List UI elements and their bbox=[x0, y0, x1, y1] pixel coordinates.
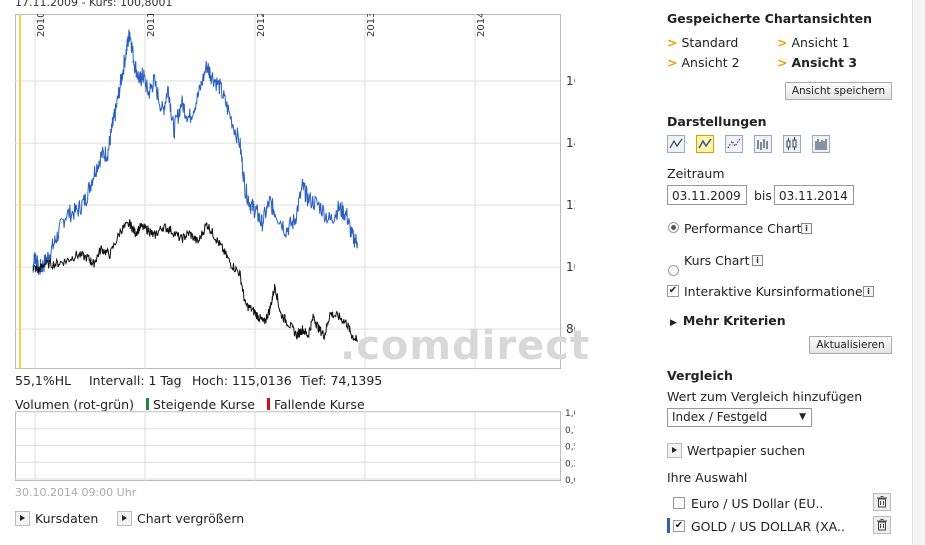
volume-title: Volumen (rot-grün) bbox=[15, 397, 134, 412]
x-tick-label: 2011 bbox=[146, 14, 157, 37]
kursdaten-button[interactable]: Kursdaten bbox=[15, 510, 98, 526]
view-label: Ansicht 2 bbox=[681, 55, 740, 70]
y-tick-label: 120 % bbox=[566, 198, 575, 212]
volume-tick-label: 0,250 bbox=[565, 459, 575, 469]
zeitraum-label: Zeitraum bbox=[667, 166, 725, 181]
view-standard[interactable]: > Standard bbox=[667, 35, 738, 50]
mehr-kriterien-toggle[interactable]: ▶ Mehr Kriterien bbox=[670, 313, 786, 328]
interactive-label: Interaktive Kursinformationen bbox=[684, 284, 871, 299]
chart-vergroessern-button[interactable]: Chart vergrößern bbox=[117, 510, 244, 526]
chevron-right-icon: > bbox=[777, 35, 788, 50]
high-stat: Hoch: 115,0136 bbox=[192, 373, 292, 388]
mountain-bars-icon[interactable] bbox=[812, 135, 830, 153]
chevron-right-icon: > bbox=[667, 35, 678, 50]
caret-down-icon: ▼ bbox=[799, 412, 806, 422]
candlestick-chart-icon[interactable] bbox=[783, 135, 801, 153]
triangle-right-icon: ▶ bbox=[670, 318, 677, 328]
bis-label: bis bbox=[754, 188, 772, 203]
play-icon bbox=[15, 511, 30, 526]
y-tick-label: 100 % bbox=[566, 260, 575, 274]
x-tick-label: 2012 bbox=[256, 14, 267, 37]
play-icon bbox=[117, 511, 132, 526]
low-stat: Tief: 74,1395 bbox=[300, 373, 383, 388]
interactive-checkbox[interactable]: ✔ bbox=[667, 285, 679, 297]
view-label: Ansicht 1 bbox=[791, 35, 850, 50]
gold-item-label: GOLD / US DOLLAR (XA.. bbox=[691, 519, 845, 534]
line-chart-active-icon[interactable] bbox=[696, 135, 714, 153]
y-tick-label: 160 % bbox=[566, 74, 575, 88]
hl-stat: 55,1%HL bbox=[15, 373, 72, 388]
rising-label: Steigende Kurse bbox=[152, 397, 255, 412]
update-button[interactable]: Aktualisieren bbox=[809, 336, 892, 354]
comdirect-watermark: .comdirect bbox=[340, 323, 591, 369]
play-icon bbox=[667, 443, 682, 458]
volume-canvas: 1,000 0,750 0,500 0,250 0,000 bbox=[15, 409, 591, 486]
view-label: Ansicht 3 bbox=[791, 55, 858, 70]
save-view-button[interactable]: Ansicht speichern bbox=[785, 82, 892, 100]
volume-tick-label: 0,500 bbox=[565, 443, 575, 453]
view-ansicht-3[interactable]: > Ansicht 3 bbox=[777, 55, 857, 70]
saved-views-title: Gespeicherte Chartansichten bbox=[667, 11, 873, 26]
volume-chart: 1,000 0,750 0,500 0,250 0,000 bbox=[15, 409, 591, 486]
dotted-line-chart-icon[interactable] bbox=[725, 135, 743, 153]
trash-icon[interactable] bbox=[873, 516, 891, 534]
performance-chart-label: Performance Chart bbox=[684, 221, 802, 236]
x-tick-label: 2013 bbox=[366, 14, 377, 37]
ohlc-chart-icon[interactable] bbox=[754, 135, 772, 153]
wertpapier-label: Wertpapier suchen bbox=[687, 443, 806, 458]
volume-tick-label: 0,000 bbox=[565, 476, 575, 484]
performance-chart-radio[interactable] bbox=[668, 222, 679, 233]
kursdaten-label: Kursdaten bbox=[35, 511, 99, 526]
info-icon[interactable]: i bbox=[752, 255, 763, 266]
y-tick-label: 80 % bbox=[566, 322, 575, 336]
vergroessern-label: Chart vergrößern bbox=[137, 511, 245, 526]
series-color-marker bbox=[667, 518, 670, 533]
date-to-input[interactable]: 03.11.2014 bbox=[774, 185, 854, 205]
cursor-info: 17.11.2009 - Kurs: 100,8001 bbox=[15, 0, 173, 9]
chevron-right-icon: > bbox=[667, 55, 678, 70]
line-chart-icon[interactable] bbox=[667, 135, 685, 153]
y-tick-label: 140 % bbox=[566, 136, 575, 150]
chevron-right-icon: > bbox=[777, 55, 788, 70]
date-from-input[interactable]: 03.11.2009 bbox=[667, 185, 747, 205]
euro-checkbox[interactable] bbox=[673, 497, 685, 509]
x-tick-label: 2010 bbox=[36, 14, 47, 37]
rising-marker bbox=[145, 398, 149, 410]
volume-tick-label: 0,750 bbox=[565, 426, 575, 436]
wertpapier-suchen-button[interactable]: Wertpapier suchen bbox=[667, 443, 805, 458]
view-label: Standard bbox=[681, 35, 739, 50]
gold-checkbox[interactable]: ✔ bbox=[673, 520, 685, 532]
chart-canvas[interactable]: 160 % 140 % 120 % 100 % 80 % 2010 2011 2012 2013… bbox=[15, 14, 575, 369]
euro-item-label: Euro / US Dollar (EU.. bbox=[691, 496, 824, 511]
compare-select[interactable]: Index / Festgeld ▼ bbox=[667, 408, 812, 427]
info-icon[interactable]: i bbox=[863, 286, 874, 297]
plot-frame bbox=[15, 14, 561, 369]
view-ansicht-1[interactable]: > Ansicht 1 bbox=[777, 35, 850, 50]
vergleich-title: Vergleich bbox=[667, 368, 733, 383]
volume-legend: Volumen (rot-grün) Steigende Kurse Falle… bbox=[15, 397, 365, 412]
display-title: Darstellungen bbox=[667, 114, 767, 129]
falling-marker bbox=[266, 398, 270, 410]
kurs-chart-radio[interactable] bbox=[668, 265, 679, 276]
euro-series-line bbox=[32, 219, 358, 342]
view-ansicht-2[interactable]: > Ansicht 2 bbox=[667, 55, 740, 70]
volume-date: 30.10.2014 09:00 Uhr bbox=[15, 486, 137, 499]
gold-series-line bbox=[32, 29, 358, 275]
interval-stat: Intervall: 1 Tag bbox=[89, 373, 182, 388]
info-icon[interactable]: i bbox=[801, 223, 812, 234]
kurs-chart-label: Kurs Chart bbox=[684, 253, 750, 268]
compare-select-value: Index / Festgeld bbox=[672, 410, 768, 424]
x-tick-label: 2014 bbox=[476, 14, 487, 37]
performance-chart[interactable]: 160 % 140 % 120 % 100 % 80 % 2010 2011 2012 2013… bbox=[15, 14, 575, 369]
falling-label: Fallende Kurse bbox=[273, 397, 365, 412]
ihre-auswahl-label: Ihre Auswahl bbox=[667, 470, 748, 485]
vergleich-subtitle: Wert zum Vergleich hinzufügen bbox=[667, 389, 863, 404]
volume-tick-label: 1,000 bbox=[565, 409, 575, 419]
vertical-scrollbar[interactable] bbox=[912, 0, 925, 545]
trash-icon[interactable] bbox=[873, 493, 891, 511]
mehr-kriterien-label: Mehr Kriterien bbox=[682, 313, 786, 328]
